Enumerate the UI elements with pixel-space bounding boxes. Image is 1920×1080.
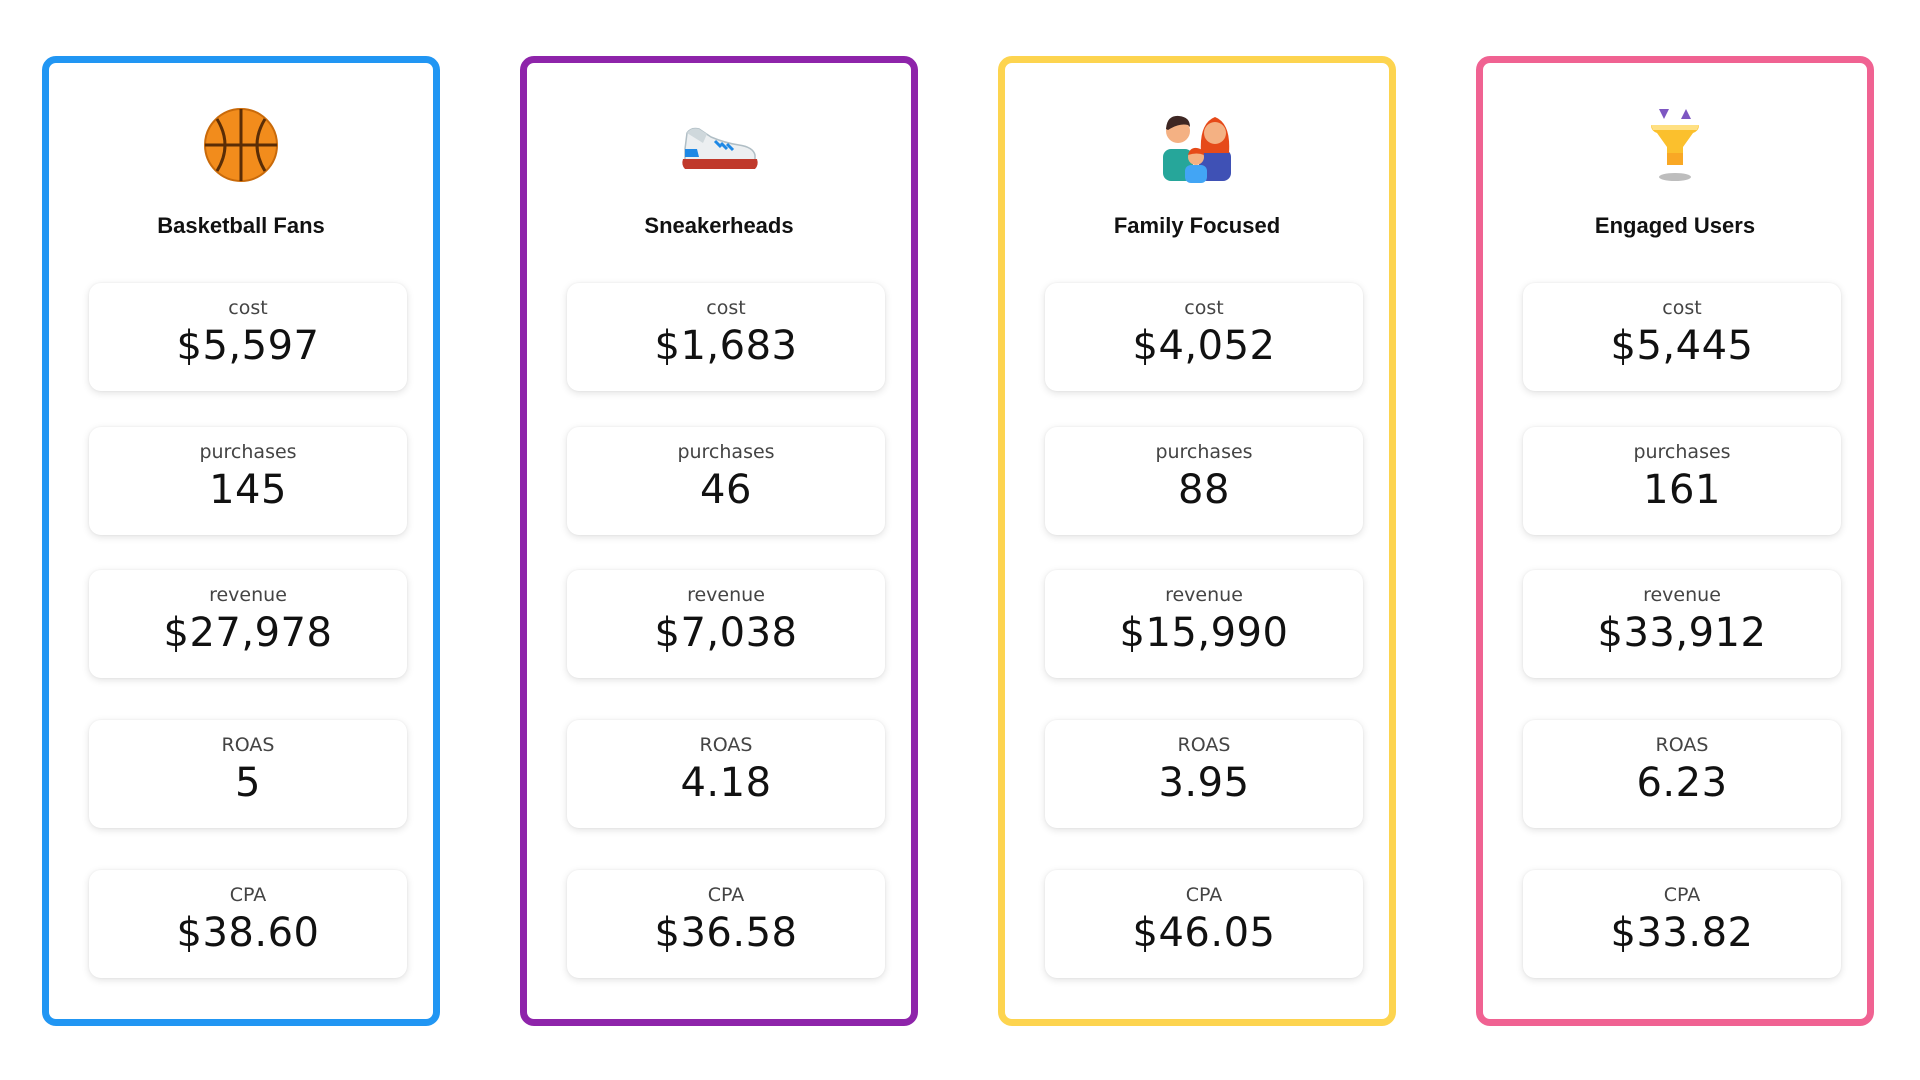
metric-value: 46	[700, 467, 752, 513]
metric-cpa: CPA $33.82	[1523, 870, 1841, 978]
metric-label: ROAS	[699, 734, 753, 756]
metric-value: 88	[1178, 467, 1230, 513]
metric-label: cost	[1184, 297, 1224, 319]
metric-value: 145	[209, 467, 287, 513]
metric-revenue: revenue $7,038	[567, 570, 885, 678]
metric-label: ROAS	[221, 734, 275, 756]
metric-roas: ROAS 5	[89, 720, 407, 828]
metric-value: $46.05	[1132, 910, 1276, 956]
metric-label: purchases	[677, 441, 775, 463]
metric-value: $4,052	[1132, 323, 1276, 369]
metric-value: $38.60	[176, 910, 320, 956]
metric-label: ROAS	[1655, 734, 1709, 756]
segment-title: Family Focused	[1113, 213, 1281, 238]
metric-value: 3.95	[1158, 760, 1250, 806]
metric-label: CPA	[229, 884, 267, 906]
segment-title: Basketball Fans	[157, 213, 325, 238]
metric-value: $33,912	[1597, 610, 1767, 656]
metric-label: cost	[1662, 297, 1702, 319]
metric-cpa: CPA $38.60	[89, 870, 407, 978]
metric-label: revenue	[209, 584, 287, 606]
metric-label: cost	[228, 297, 268, 319]
metric-purchases: purchases 46	[567, 427, 885, 535]
metric-value: 4.18	[680, 760, 772, 806]
metric-value: 5	[235, 760, 261, 806]
segment-title: Sneakerheads	[644, 213, 794, 238]
metric-revenue: revenue $33,912	[1523, 570, 1841, 678]
metric-label: CPA	[1663, 884, 1701, 906]
metric-label: CPA	[1185, 884, 1223, 906]
basketball-icon	[199, 103, 283, 187]
metric-roas: ROAS 4.18	[567, 720, 885, 828]
metric-value: $15,990	[1119, 610, 1289, 656]
metric-value: $5,445	[1610, 323, 1754, 369]
metric-revenue: revenue $15,990	[1045, 570, 1363, 678]
family-icon	[1155, 103, 1239, 187]
segment-card-engaged-users: Engaged Users cost $5,445 purchases 161 …	[1476, 56, 1874, 1026]
metric-cost: cost $4,052	[1045, 283, 1363, 391]
segment-title: Engaged Users	[1594, 213, 1756, 238]
metric-value: 6.23	[1636, 760, 1728, 806]
metric-cost: cost $5,445	[1523, 283, 1841, 391]
metric-label: purchases	[1155, 441, 1253, 463]
metric-value: $36.58	[654, 910, 798, 956]
metric-purchases: purchases 145	[89, 427, 407, 535]
metric-label: purchases	[1633, 441, 1731, 463]
sneaker-icon	[677, 103, 761, 187]
metric-label: purchases	[199, 441, 297, 463]
metric-roas: ROAS 6.23	[1523, 720, 1841, 828]
metric-label: ROAS	[1177, 734, 1231, 756]
metric-cost: cost $1,683	[567, 283, 885, 391]
metric-roas: ROAS 3.95	[1045, 720, 1363, 828]
segment-card-sneakerheads: Sneakerheads cost $1,683 purchases 46 re…	[520, 56, 918, 1026]
metric-label: CPA	[707, 884, 745, 906]
metric-value: $7,038	[654, 610, 798, 656]
metric-value: $27,978	[163, 610, 333, 656]
metric-purchases: purchases 88	[1045, 427, 1363, 535]
funnel-icon	[1633, 103, 1717, 187]
metric-label: cost	[706, 297, 746, 319]
metric-value: $5,597	[176, 323, 320, 369]
metric-cpa: CPA $36.58	[567, 870, 885, 978]
segment-card-family-focused: Family Focused cost $4,052 purchases 88 …	[998, 56, 1396, 1026]
metric-revenue: revenue $27,978	[89, 570, 407, 678]
metric-cost: cost $5,597	[89, 283, 407, 391]
metric-value: $1,683	[654, 323, 798, 369]
metric-value: $33.82	[1610, 910, 1754, 956]
metric-value: 161	[1643, 467, 1721, 513]
metric-label: revenue	[1165, 584, 1243, 606]
metric-label: revenue	[1643, 584, 1721, 606]
metric-cpa: CPA $46.05	[1045, 870, 1363, 978]
metric-label: revenue	[687, 584, 765, 606]
segment-card-basketball-fans: Basketball Fans cost $5,597 purchases 14…	[42, 56, 440, 1026]
metric-purchases: purchases 161	[1523, 427, 1841, 535]
